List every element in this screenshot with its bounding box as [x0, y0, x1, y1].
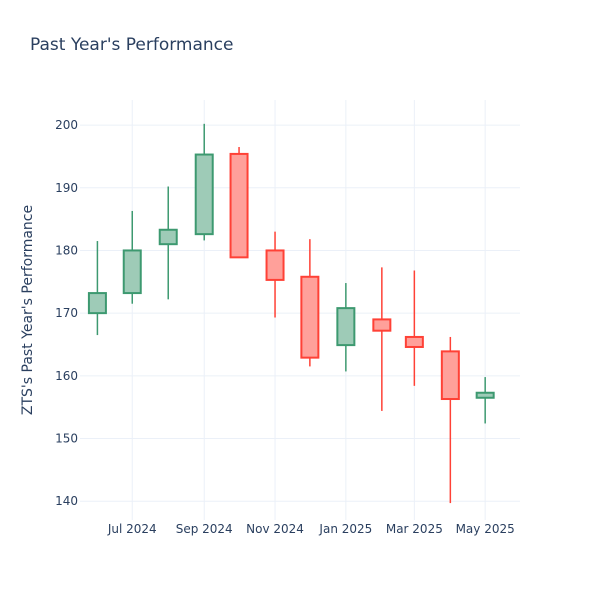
y-tick-label: 150 [55, 432, 78, 446]
candle-body [440, 350, 460, 401]
candle-increasing [475, 377, 495, 424]
candle-body [336, 307, 356, 347]
candle-increasing [194, 123, 214, 241]
candle-increasing [336, 283, 356, 372]
candle-body [122, 249, 142, 295]
x-tick-label: May 2025 [456, 522, 515, 536]
candle-body [194, 153, 214, 236]
candle-body [87, 292, 107, 315]
candles [87, 123, 495, 504]
x-tick-label: Mar 2025 [386, 522, 443, 536]
x-tick-label: Jan 2025 [318, 522, 372, 536]
y-tick-label: 160 [55, 369, 78, 383]
candle-body [229, 152, 249, 259]
candle-increasing [158, 186, 178, 300]
chart-title: Past Year's Performance [30, 35, 234, 55]
y-tick-label: 180 [55, 243, 78, 257]
y-axis-label: ZTS's Past Year's Performance [20, 205, 36, 415]
candle-decreasing [229, 147, 249, 259]
x-tick-label: Nov 2024 [246, 522, 304, 536]
candle-decreasing [265, 231, 285, 318]
candle-decreasing [372, 267, 392, 411]
candle-body [300, 275, 320, 359]
y-tick-label: 140 [55, 494, 78, 508]
y-tick-label: 170 [55, 306, 78, 320]
candle-decreasing [440, 336, 460, 504]
x-tick-label: Sep 2024 [176, 522, 233, 536]
candle-body [475, 391, 495, 399]
candle-body [158, 228, 178, 246]
candle-decreasing [300, 239, 320, 367]
x-axis-ticks: Jul 2024 Sep 2024 Nov 2024 Jan 2025 Mar 2025… [107, 522, 515, 536]
candle-body [372, 318, 392, 332]
y-tick-label: 200 [55, 118, 78, 132]
candle-increasing [87, 241, 107, 336]
y-axis-ticks: 140 150 160 170 180 190 200 [55, 118, 78, 508]
candle-body [265, 249, 285, 281]
candle-body [404, 335, 424, 348]
candle-increasing [122, 210, 142, 304]
y-tick-label: 190 [55, 181, 78, 195]
x-tick-label: Jul 2024 [107, 522, 157, 536]
candle-decreasing [404, 270, 424, 386]
